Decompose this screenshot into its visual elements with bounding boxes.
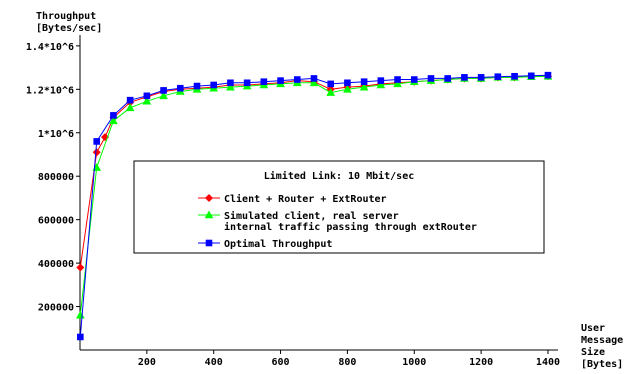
x-tick-label: 1400 [536,357,560,368]
data-point [360,78,368,86]
y-tick-label: 1*10^6 [38,129,74,140]
x-tick-label: 800 [338,357,356,368]
data-point [494,73,502,81]
ylabel-line-2: [Bytes/sec] [36,23,102,34]
legend-label-optimal: Optimal Throughput [224,238,332,250]
data-point [176,84,184,92]
y-tick-label: 1.4*10^6 [26,42,74,53]
data-point [326,88,336,96]
series-layer [75,71,553,341]
y-tick-label: 400000 [38,259,74,270]
data-point [309,78,319,87]
data-point [461,74,468,81]
data-point [277,77,284,84]
data-point [93,138,101,145]
legend-label-simulated-line-1: Simulated client, real server [224,210,399,222]
data-point [160,87,167,94]
y-tick-label: 800000 [38,172,74,183]
data-point [344,79,351,87]
data-point [210,81,218,89]
data-point [159,91,168,100]
data-point [394,76,401,83]
data-point [327,80,334,88]
data-point [77,333,84,341]
data-point [126,96,134,104]
data-point [544,71,552,79]
data-point [226,82,235,91]
x-tick-label: 1200 [469,357,493,368]
data-point [427,75,435,82]
data-point [376,80,386,89]
data-point [243,79,251,87]
data-point [143,92,151,100]
data-point [227,79,234,87]
legend-marker-0 [204,193,214,203]
xlabel-line-4: [Bytes] [581,359,623,370]
data-point [260,78,268,86]
data-point [477,74,485,81]
axes: 200000 400000 600000 800000 1*10^6 1.2*10^6 1.… [26,35,560,368]
data-point [410,76,418,83]
data-point [109,116,118,125]
data-point [444,75,451,82]
x-tick-label: 200 [138,357,156,368]
y-tick-label: 1.2*10^6 [26,85,74,96]
data-point [377,77,385,84]
data-point [293,76,301,83]
x-tick-label: 400 [205,357,223,368]
data-point [343,84,352,93]
legend-marker-2 [205,239,213,247]
y-tick-label: 600000 [38,216,74,227]
y-tick-label: 200000 [38,303,74,314]
data-point [110,112,117,119]
legend-marker-1 [204,210,214,219]
data-point [193,82,201,90]
data-point [393,79,402,88]
legend: Limited Link: 10 Mbit/sec Client + Route… [133,160,545,254]
data-point [359,82,369,91]
series-2 [77,71,552,341]
ylabel-line-1: Throughput [36,11,96,22]
legend-label-client-router: Client + Router + ExtRouter [224,193,387,205]
xlabel-line-2: Message [581,335,623,346]
data-point [76,263,85,272]
data-point [92,148,101,157]
xlabel-line-1: User [581,323,605,334]
legend-title: Limited Link: 10 Mbit/sec [264,170,415,182]
x-tick-label: 1000 [402,357,426,368]
data-point [125,103,135,112]
x-tick-label: 600 [272,357,290,368]
legend-label-simulated-line-2: internal traffic passing through extRout… [224,221,477,233]
data-point [527,72,535,80]
legend-box [133,160,545,254]
xlabel-line-3: Size [581,346,605,358]
data-point [142,96,152,105]
data-point [511,72,518,80]
data-point [310,75,318,82]
